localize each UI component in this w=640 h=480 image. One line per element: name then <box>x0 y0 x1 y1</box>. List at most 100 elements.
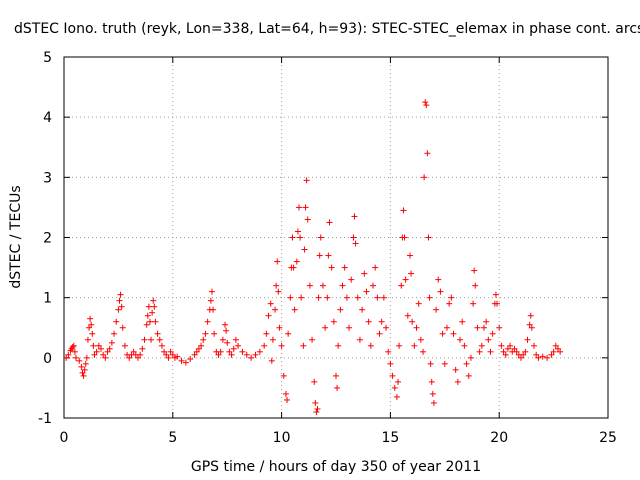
data-point <box>437 288 444 295</box>
data-point <box>174 353 181 360</box>
data-point <box>452 366 459 373</box>
data-point <box>423 102 430 109</box>
data-point <box>533 351 540 358</box>
data-point <box>471 267 478 274</box>
data-point <box>265 312 272 319</box>
data-point <box>248 354 255 361</box>
data-point <box>274 258 281 265</box>
data-point <box>439 330 446 337</box>
data-point <box>485 336 492 343</box>
data-point <box>76 357 83 364</box>
data-point <box>276 324 283 331</box>
data-point <box>144 312 151 319</box>
data-point <box>143 321 150 328</box>
data-point <box>232 336 239 343</box>
data-point <box>496 324 503 331</box>
data-point <box>408 270 415 277</box>
y-tick-label: 4 <box>43 110 52 126</box>
data-point <box>198 342 205 349</box>
x-tick-label: 10 <box>273 430 291 446</box>
data-point <box>316 252 323 259</box>
data-point <box>167 348 174 355</box>
data-point <box>350 234 357 241</box>
data-point <box>548 351 555 358</box>
data-point <box>526 321 533 328</box>
data-point <box>465 372 472 379</box>
data-point <box>517 354 524 361</box>
data-point <box>480 324 487 331</box>
data-point <box>298 294 305 301</box>
data-point <box>507 342 514 349</box>
data-point <box>261 342 268 349</box>
data-point <box>89 330 96 337</box>
data-point <box>459 318 466 325</box>
data-point <box>182 359 189 366</box>
data-point <box>152 318 159 325</box>
data-point <box>93 348 100 355</box>
data-point <box>145 303 152 310</box>
data-point <box>380 294 387 301</box>
data-point <box>146 318 153 325</box>
y-tick-labels: -1 0 1 2 3 4 5 <box>38 50 52 427</box>
data-point <box>163 351 170 358</box>
data-point <box>334 384 341 391</box>
data-point <box>446 300 453 307</box>
data-point <box>137 351 144 358</box>
data-point <box>389 372 396 379</box>
data-point <box>330 318 337 325</box>
data-point <box>178 357 185 364</box>
data-point <box>404 312 411 319</box>
data-point <box>91 351 98 358</box>
data-point <box>474 324 481 331</box>
data-point <box>374 294 381 301</box>
data-point <box>90 342 97 349</box>
data-point <box>457 336 464 343</box>
data-point <box>116 297 123 304</box>
data-point <box>130 348 137 355</box>
data-point <box>222 321 229 328</box>
data-point <box>115 306 122 313</box>
data-point <box>151 303 158 310</box>
data-point <box>202 330 209 337</box>
data-point <box>511 345 518 352</box>
data-point <box>290 264 297 271</box>
data-point <box>193 348 200 355</box>
data-point <box>400 207 407 214</box>
data-point <box>361 270 368 277</box>
data-point <box>243 351 250 358</box>
data-point <box>417 336 424 343</box>
data-point <box>427 360 434 367</box>
data-point <box>139 345 146 352</box>
data-point <box>289 234 296 241</box>
data-point <box>282 390 289 397</box>
data-point <box>554 345 561 352</box>
data-point <box>383 324 390 331</box>
data-point <box>113 318 120 325</box>
y-tick-label: 0 <box>43 351 52 367</box>
data-point <box>450 330 457 337</box>
data-point <box>278 342 285 349</box>
data-point <box>378 318 385 325</box>
data-point <box>275 288 282 295</box>
data-point <box>88 321 95 328</box>
data-point <box>328 264 335 271</box>
data-point <box>293 258 300 265</box>
data-point <box>396 342 403 349</box>
data-point <box>65 351 72 358</box>
data-point <box>363 288 370 295</box>
data-point <box>118 303 125 310</box>
data-point <box>217 348 224 355</box>
data-point <box>335 342 342 349</box>
data-point <box>302 204 309 211</box>
data-point <box>494 300 501 307</box>
data-point <box>369 282 376 289</box>
data-point <box>428 378 435 385</box>
data-point <box>301 246 308 253</box>
data-point <box>294 228 301 235</box>
data-point <box>470 300 477 307</box>
data-point <box>324 294 331 301</box>
y-tick-label: 1 <box>43 291 52 307</box>
data-point <box>269 336 276 343</box>
data-point <box>489 330 496 337</box>
data-point <box>285 330 292 337</box>
